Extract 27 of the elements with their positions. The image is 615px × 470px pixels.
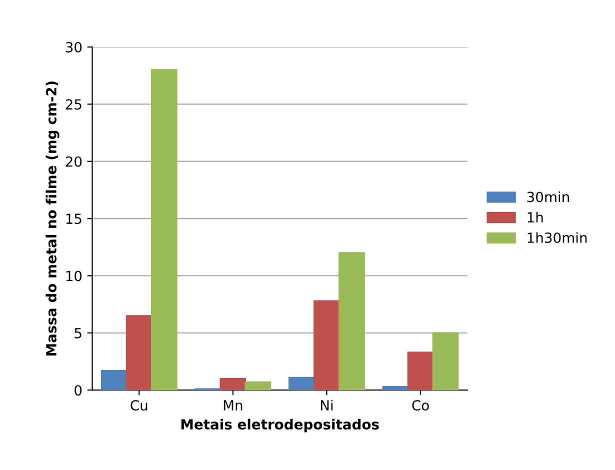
bar (314, 300, 340, 390)
x-tick-label: Cu (130, 400, 148, 411)
bar (288, 376, 315, 390)
y-tick-label: 20 (66, 156, 82, 167)
y-axis-title: Massa do metal no filme (mg cm-2) (46, 82, 60, 356)
y-tick-label: 30 (66, 42, 82, 52)
y-tick-label: 25 (66, 99, 82, 110)
y-tick-label: 5 (74, 328, 82, 338)
y-tick-label: 0 (74, 385, 82, 396)
legend-label: 30min (527, 191, 569, 202)
bar (338, 252, 365, 390)
x-tick-label: Ni (320, 400, 333, 410)
bar (407, 352, 434, 390)
bar (220, 378, 246, 390)
y-tick-label: 15 (66, 214, 82, 224)
x-tick-label: Co (412, 400, 429, 411)
bar (382, 386, 409, 390)
legend-label: 1h (528, 212, 543, 222)
bar (432, 332, 459, 390)
legend-label: 1h30min (528, 232, 587, 243)
bar (150, 69, 178, 390)
x-axis-title: Metais eletrodepositados (181, 418, 379, 432)
y-tick-label: 10 (66, 270, 82, 282)
bar (126, 315, 152, 390)
bar (244, 381, 272, 390)
bar (100, 370, 128, 390)
x-tick-label: Mn (224, 400, 242, 410)
